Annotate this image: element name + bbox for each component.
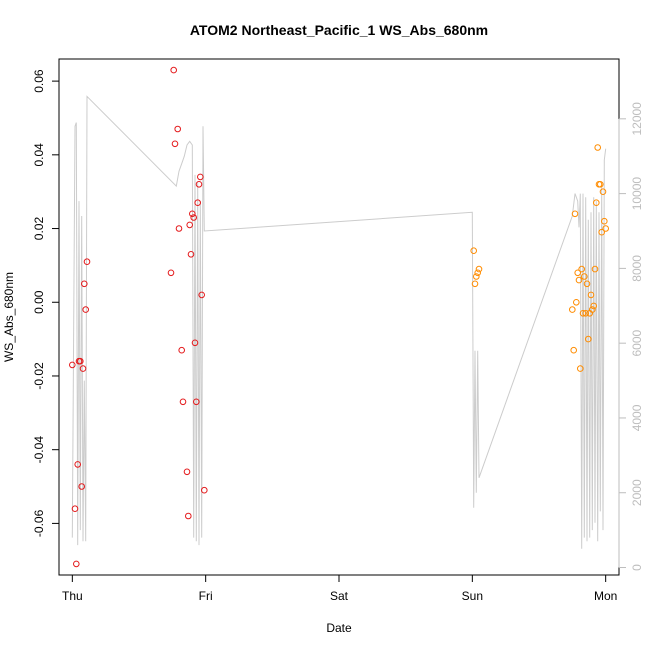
data-point xyxy=(178,346,185,354)
data-point xyxy=(587,291,595,299)
y-axis-label: WS_Abs_680nm xyxy=(2,272,16,362)
data-point xyxy=(183,468,191,476)
data-point xyxy=(193,398,200,406)
data-point xyxy=(591,265,599,273)
data-point xyxy=(471,280,479,288)
data-point xyxy=(187,251,195,258)
y-tick-label: 0.06 xyxy=(32,69,46,93)
x-axis-label: Date xyxy=(326,621,352,635)
data-point xyxy=(597,181,604,188)
y2-tick-label: 12000 xyxy=(630,102,644,136)
series-line xyxy=(71,95,607,549)
data-point xyxy=(71,505,79,513)
data-point xyxy=(599,188,607,195)
data-point xyxy=(185,512,192,520)
y-tick-label: -0.02 xyxy=(32,362,46,390)
data-point xyxy=(189,210,196,218)
data-point xyxy=(179,398,187,406)
data-point xyxy=(575,276,583,284)
data-point xyxy=(191,339,199,347)
x-tick-label: Sat xyxy=(330,589,349,603)
x-tick-label: Thu xyxy=(62,589,83,603)
data-point xyxy=(578,265,586,273)
data-point xyxy=(474,269,482,277)
y-tick-label: 0.04 xyxy=(32,143,46,167)
data-point xyxy=(582,310,590,317)
data-point xyxy=(598,228,606,236)
data-point xyxy=(475,265,483,273)
data-point xyxy=(82,306,89,313)
y-tick-label: -0.06 xyxy=(32,509,46,537)
data-point xyxy=(197,173,204,181)
y2-tick-label: 2000 xyxy=(630,479,644,506)
data-point xyxy=(74,461,81,468)
data-point xyxy=(574,269,582,277)
x-tick-label: Fri xyxy=(199,589,213,603)
data-point xyxy=(81,280,88,288)
data-point xyxy=(573,299,580,306)
chart-title: ATOM2 Northeast_Pacific_1 WS_Abs_680nm xyxy=(190,22,488,38)
data-point xyxy=(589,306,596,313)
data-points xyxy=(69,66,610,568)
data-point xyxy=(581,273,588,280)
data-point xyxy=(167,269,175,277)
data-point xyxy=(73,560,80,568)
data-point xyxy=(569,306,576,313)
data-point xyxy=(570,346,578,354)
data-point xyxy=(190,214,197,221)
data-point xyxy=(77,357,84,365)
data-point xyxy=(175,225,183,232)
data-point xyxy=(590,302,598,310)
y2-tick-label: 8000 xyxy=(630,255,644,282)
data-point xyxy=(195,181,203,188)
data-point xyxy=(579,310,587,317)
data-point xyxy=(79,365,87,372)
y2-tick-label: 4000 xyxy=(630,404,644,431)
data-point xyxy=(583,280,591,288)
data-point xyxy=(470,247,478,254)
data-point xyxy=(78,483,85,490)
y-tick-label: 0.00 xyxy=(32,290,46,314)
data-point xyxy=(186,221,193,229)
y-axis-right: 0 2000 4000 6000 8000 10000 12000 xyxy=(618,102,644,571)
data-point xyxy=(585,335,592,343)
data-point xyxy=(594,144,602,151)
x-tick-label: Mon xyxy=(594,589,617,603)
y-axis-left: -0.06 -0.04 -0.02 0.00 0.02 0.04 0.06 xyxy=(32,69,60,537)
data-point xyxy=(473,273,480,280)
depth-series-line xyxy=(71,95,607,549)
plot-area xyxy=(58,58,620,576)
data-point xyxy=(602,225,610,232)
data-point xyxy=(593,199,600,206)
y2-tick-label: 0 xyxy=(630,564,644,571)
data-point xyxy=(69,361,76,369)
y-tick-label: 0.02 xyxy=(32,217,46,241)
y2-tick-label: 10000 xyxy=(630,177,644,211)
data-point xyxy=(83,258,91,266)
data-point xyxy=(174,125,181,133)
data-point xyxy=(571,210,579,218)
data-point xyxy=(198,291,205,299)
data-point xyxy=(194,199,201,206)
data-point xyxy=(170,66,177,74)
x-tick-label: Sun xyxy=(462,589,483,603)
data-point xyxy=(577,365,584,372)
y2-tick-label: 6000 xyxy=(630,330,644,357)
data-point xyxy=(201,486,208,494)
data-point xyxy=(171,140,179,148)
y-tick-label: -0.04 xyxy=(32,436,46,464)
data-point xyxy=(601,217,608,225)
x-axis: Thu Fri Sat Sun Mon xyxy=(62,574,617,603)
